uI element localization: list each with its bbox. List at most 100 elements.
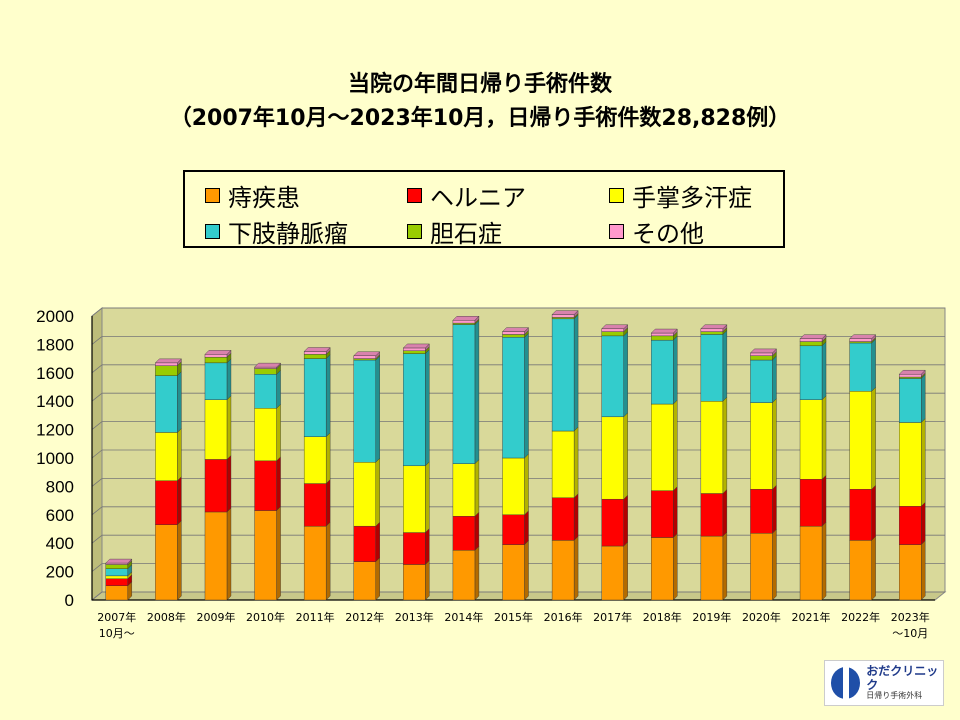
bar-side xyxy=(722,489,728,537)
bar-side xyxy=(821,395,827,480)
bar-side xyxy=(375,457,380,527)
bar-segment xyxy=(502,457,525,515)
bar-segment xyxy=(105,575,128,579)
bar-segment xyxy=(601,416,624,500)
bar-segment xyxy=(651,332,674,337)
x-tick-label: 2008年 xyxy=(147,610,186,624)
bar-side xyxy=(821,341,827,401)
bar-side xyxy=(673,486,678,539)
bar-segment xyxy=(700,331,724,335)
y-tick-label: 1000 xyxy=(36,449,74,468)
x-tick-label: 2014年 xyxy=(444,610,483,624)
bar-segment xyxy=(750,352,773,356)
bar-segment xyxy=(700,334,724,402)
bar-side xyxy=(772,355,777,404)
bar-segment xyxy=(254,366,277,369)
bar-segment xyxy=(601,335,624,418)
bar-segment xyxy=(799,341,823,347)
gridline-side xyxy=(91,449,103,459)
bar-segment xyxy=(204,399,228,460)
bar-stack-2020年 xyxy=(749,348,777,601)
bar-stack-2016年 xyxy=(551,310,579,601)
bar-segment xyxy=(452,324,476,464)
bar-segment xyxy=(849,391,872,490)
bar-stack-2009年 xyxy=(204,349,232,601)
bar-stack-2021年 xyxy=(799,334,827,601)
legend-item-hernia: ヘルニア xyxy=(407,178,526,213)
bar-segment xyxy=(353,359,376,463)
bar-side xyxy=(425,528,430,565)
bar-segment xyxy=(601,328,624,332)
bar-segment xyxy=(353,355,376,359)
chart-subtitle: （2007年10月～2023年10月，日帰り手術件数28,828例） xyxy=(169,106,791,131)
bar-segment xyxy=(155,432,178,481)
logo-mark-icon xyxy=(831,667,861,699)
bar-segment xyxy=(155,375,178,433)
bar-side xyxy=(871,386,876,490)
bar-side xyxy=(573,314,579,432)
bar-top xyxy=(551,310,579,315)
bar-segment xyxy=(799,338,823,342)
legend-swatch xyxy=(205,188,220,203)
bar-segment xyxy=(700,401,724,494)
bar-stack-2007年 xyxy=(105,558,133,601)
y-tick-label: 0 xyxy=(65,591,74,610)
bar-side xyxy=(524,510,529,546)
bar-segment xyxy=(303,525,327,601)
legend-item-hyperhidrosis: 手掌多汗症 xyxy=(609,178,752,213)
bar-segment xyxy=(849,540,872,601)
bar-segment xyxy=(601,498,624,547)
bar-stack-2019年 xyxy=(700,324,728,601)
bar-segment xyxy=(303,436,327,484)
bar-side xyxy=(821,521,827,601)
bar-segment xyxy=(353,525,376,562)
bar-side xyxy=(276,369,281,409)
legend-label: 痔疾患 xyxy=(228,184,300,212)
bar-side xyxy=(722,329,728,402)
gridline-side xyxy=(91,478,103,487)
bar-segment xyxy=(799,345,823,400)
bar-segment xyxy=(502,331,525,335)
x-tick-label: 2017年 xyxy=(593,610,632,624)
bar-segment xyxy=(303,354,327,359)
bar-segment xyxy=(502,544,525,601)
bar-segment xyxy=(799,525,823,601)
gridline-side xyxy=(91,392,103,402)
bar-segment xyxy=(353,561,376,601)
bar-segment xyxy=(303,351,327,355)
y-tick-label: 600 xyxy=(46,506,74,525)
bar-segment xyxy=(651,537,674,601)
gridline-side xyxy=(91,506,103,516)
bar-stack-2008年 xyxy=(154,358,182,601)
bar-top xyxy=(749,348,777,354)
x-tick-label: 2010年 xyxy=(246,610,285,624)
bar-side xyxy=(276,456,281,512)
bar-side xyxy=(722,531,728,601)
x-tick-label: 2009年 xyxy=(196,610,235,624)
bar-segment xyxy=(651,490,674,538)
bar-side xyxy=(474,459,480,517)
bar-segment xyxy=(105,585,128,601)
legend-label: その他 xyxy=(632,220,704,248)
gridline-side xyxy=(91,421,103,430)
bar-segment xyxy=(551,540,575,601)
bar-top xyxy=(105,558,133,564)
bar-segment xyxy=(750,489,773,534)
y-tick-label: 400 xyxy=(46,534,74,553)
bar-top xyxy=(204,350,232,355)
bar-side xyxy=(573,493,579,541)
bar-segment xyxy=(849,341,872,344)
bar-segment xyxy=(204,356,228,364)
gridline-side xyxy=(91,364,103,374)
logo-sub: 日帰り手術外科 xyxy=(866,690,923,700)
y-tick-label: 1400 xyxy=(36,392,74,411)
bar-segment xyxy=(899,544,922,601)
bar-segment xyxy=(601,545,624,601)
bar-side xyxy=(524,453,529,516)
bar-side xyxy=(623,541,628,601)
clinic-logo: おだクリニック 日帰り手術外科 xyxy=(824,660,944,706)
bar-side xyxy=(573,535,579,601)
bar-side xyxy=(524,332,529,459)
bar-segment xyxy=(700,535,724,601)
